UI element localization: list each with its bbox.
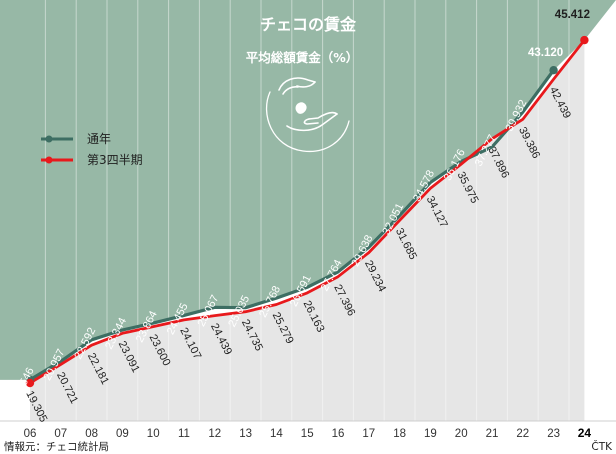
legend-label-q3: 第3四半期	[87, 153, 143, 167]
legend-label-annual: 通年	[87, 132, 111, 146]
x-tick-label: 24	[578, 426, 592, 440]
x-tick-label: 10	[147, 428, 160, 440]
x-tick-label: 07	[54, 428, 67, 440]
column-separators	[0, 420, 616, 422]
header-panel	[0, 0, 616, 380]
hands-coin-icon	[265, 77, 350, 153]
point-q3-last	[580, 35, 589, 45]
x-tick-label: 16	[332, 428, 345, 440]
point-q3-first	[25, 378, 35, 388]
x-tick-label: 17	[362, 428, 375, 440]
legend-dot-annual	[45, 135, 53, 143]
x-tick-label: 12	[208, 428, 221, 440]
x-tick-label: 09	[116, 428, 129, 440]
x-tick-label: 18	[393, 428, 406, 440]
data-label-q3: 45.412	[555, 9, 590, 21]
point-annual-last	[549, 66, 558, 75]
x-tick-label: 13	[239, 428, 252, 440]
x-tick-label: 15	[301, 428, 314, 440]
x-tick-label: 19	[424, 428, 437, 440]
x-tick-label: 06	[24, 428, 37, 440]
chart-subtitle: 平均総額賃金（%）	[246, 50, 359, 65]
area-under-line	[30, 40, 585, 422]
data-label-annual: 43.120	[528, 47, 563, 59]
chart-title: チェコの賃金	[260, 15, 357, 34]
series-line-q3	[29, 39, 586, 385]
x-tick-label: 11	[178, 428, 190, 440]
x-tick-label: 22	[516, 428, 529, 440]
legend: 通年 第3四半期	[41, 132, 143, 167]
x-tick-label: 14	[270, 428, 283, 440]
credit: ČTK	[591, 440, 613, 453]
x-tick-label: 23	[547, 428, 560, 440]
x-tick-label: 08	[85, 428, 98, 440]
legend-dot-q3	[45, 156, 53, 164]
x-tick-label: 20	[455, 428, 468, 440]
x-axis-ticks: 06 07 08 09 10 11 12 13 14 15 16 17 18 19 20 21 22 23 24	[24, 426, 592, 440]
source-note: 情報元：チェコ統計局	[4, 440, 109, 453]
x-tick-label: 21	[486, 428, 499, 440]
